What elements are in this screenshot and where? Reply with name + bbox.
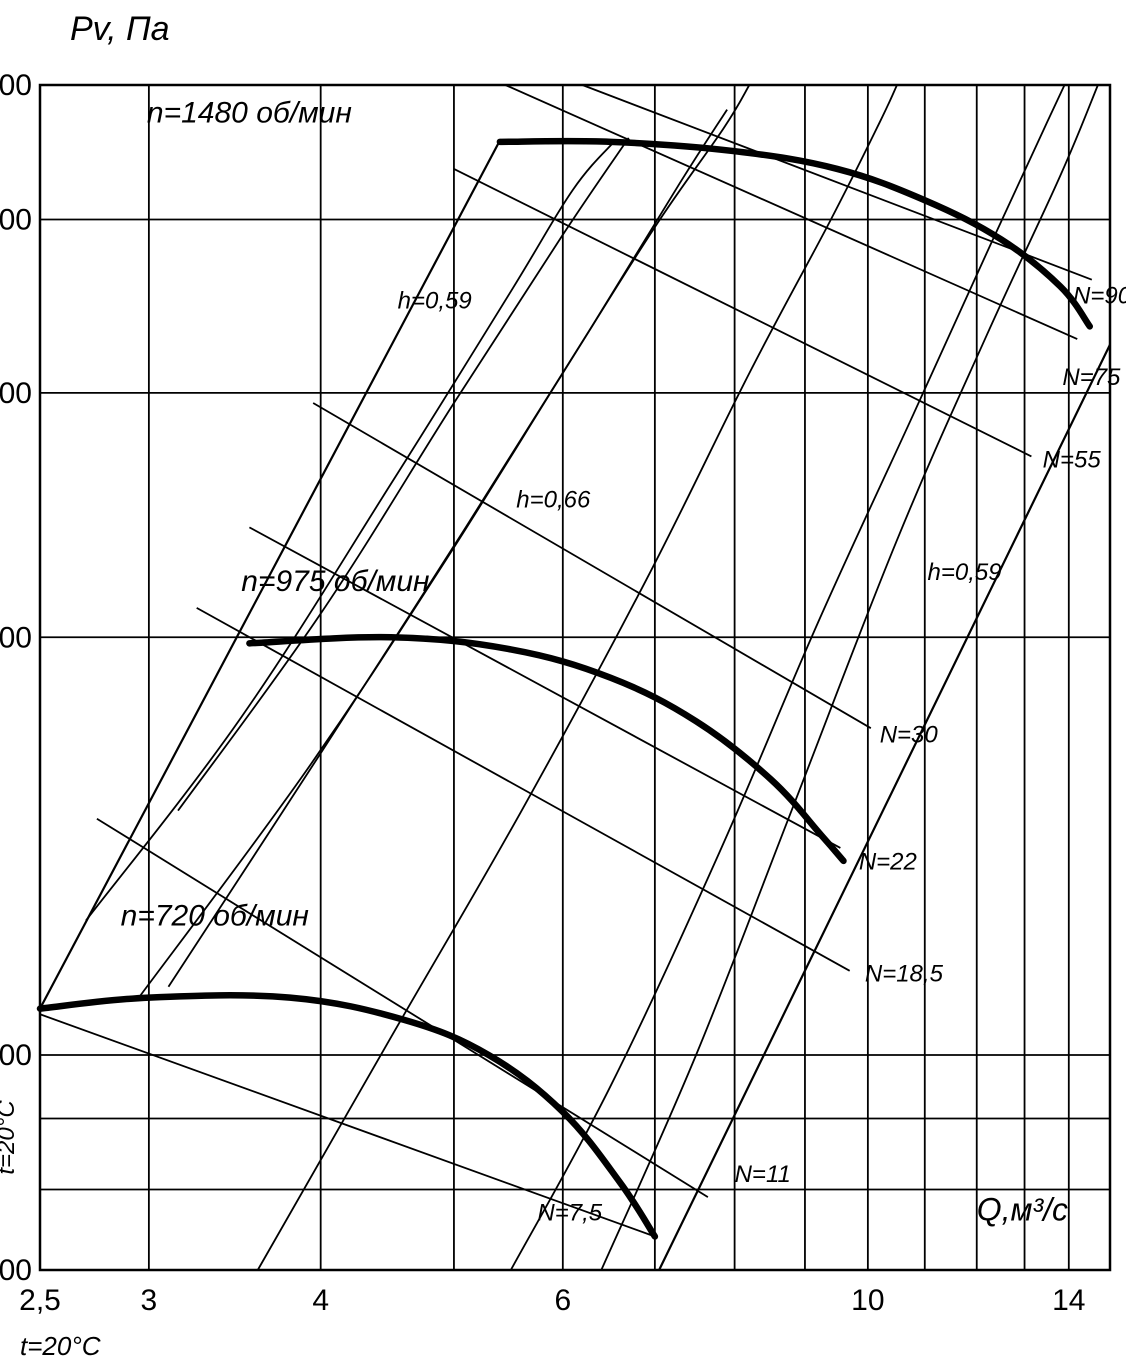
power-label: N=30	[880, 721, 939, 748]
power-label: N=55	[1043, 447, 1102, 474]
efficiency-curve	[258, 85, 897, 1270]
speed-label: n=975 об/мин	[241, 565, 429, 598]
speed-label: n=720 об/мин	[121, 899, 309, 932]
speed-label: n=1480 об/мин	[147, 96, 352, 129]
efficiency-curve	[86, 141, 615, 921]
efficiency-curve	[139, 85, 750, 998]
y-tick-label: 2000	[0, 621, 32, 654]
y-tick-label: 4000	[0, 203, 32, 236]
efficiency-curve	[601, 85, 1098, 1270]
power-label: N=11	[735, 1161, 791, 1188]
bottom-note: t=20°C	[20, 1331, 101, 1361]
x-tick-label: 3	[141, 1284, 158, 1317]
power-label: N=22	[859, 849, 917, 876]
y-tick-label: 700	[0, 1254, 32, 1287]
power-label: N=18,5	[865, 960, 944, 987]
x-tick-label: 6	[554, 1284, 571, 1317]
y-tick-label: 5000	[0, 69, 32, 102]
speed-curve	[249, 637, 843, 861]
y-tick-label: 1000	[0, 1039, 32, 1072]
power-label: N=90	[1073, 282, 1126, 309]
x-axis-title: Q,м³/с	[977, 1191, 1068, 1227]
power-label: N=75	[1062, 364, 1121, 391]
y-tick-label: 3000	[0, 377, 32, 410]
x-tick-label: 10	[851, 1284, 884, 1317]
efficiency-label: h=0,59	[927, 559, 1001, 586]
power-line	[97, 819, 708, 1197]
fan-performance-chart: h=0,59h=0,66h=0,59N=7,5N=11N=18,5N=22N=3…	[0, 0, 1126, 1365]
efficiency-label: h=0,66	[516, 487, 591, 514]
plot-border	[40, 85, 1110, 1270]
x-tick-label: 4	[312, 1284, 329, 1317]
left-side-note: t=20°C	[0, 1100, 20, 1175]
y-axis-title: Pv, Па	[70, 10, 170, 48]
x-tick-label: 2,5	[19, 1284, 61, 1317]
power-line	[505, 85, 1077, 339]
power-label: N=7,5	[537, 1199, 602, 1226]
x-tick-label: 14	[1052, 1284, 1085, 1317]
chart-svg: h=0,59h=0,66h=0,59N=7,5N=11N=18,5N=22N=3…	[0, 0, 1126, 1365]
boundary-line	[659, 345, 1110, 1270]
